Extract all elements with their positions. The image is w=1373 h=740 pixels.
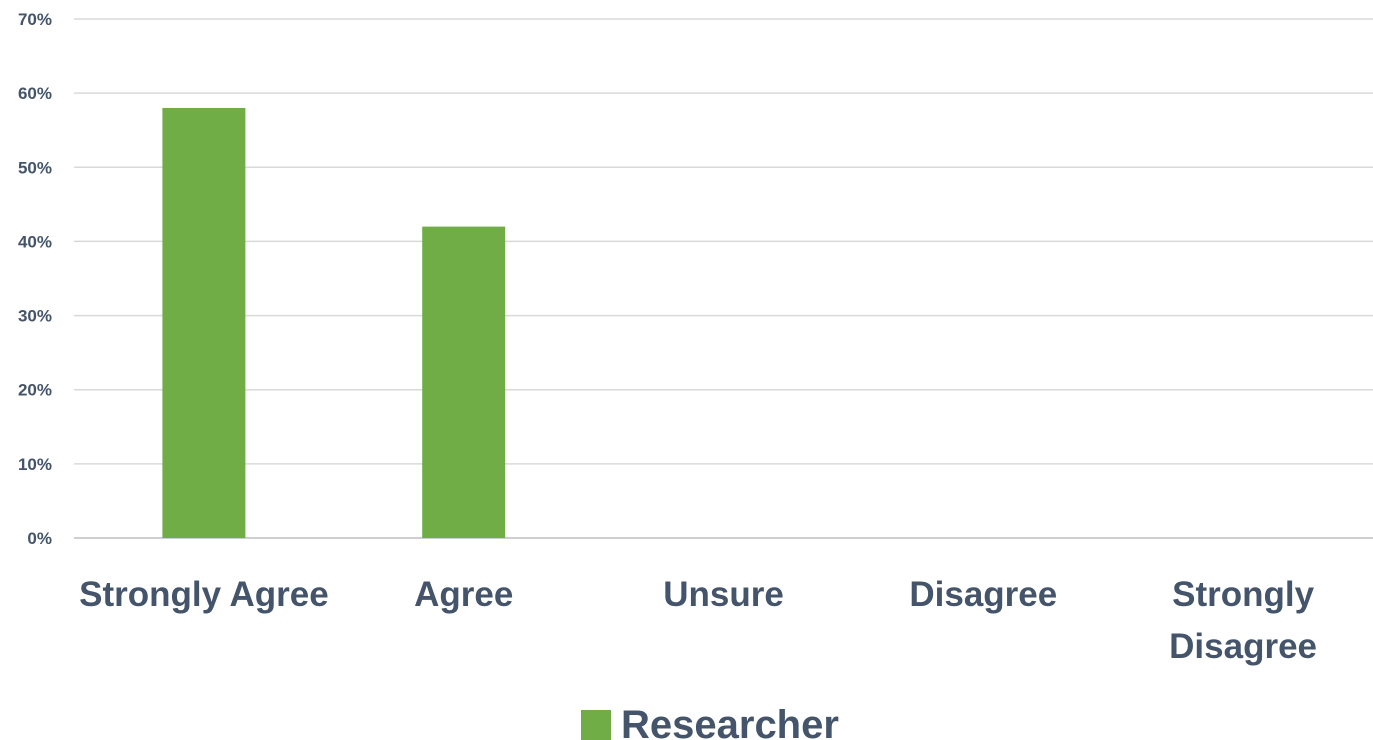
y-tick-label: 40% [18,232,52,251]
bar [162,107,246,538]
y-tick-label: 10% [18,455,52,474]
x-category-label: Strongly Disagree [1169,575,1317,666]
bar [422,226,506,538]
y-tick-label: 50% [18,158,52,177]
y-tick-label: 60% [18,84,52,103]
x-category-label-line: Strongly Agree [79,575,329,614]
y-tick-label: 70% [18,10,52,29]
x-category-label: Unsure [663,575,784,614]
y-tick-label: 30% [18,307,52,326]
x-category-label-line: Disagree [909,575,1057,614]
y-axis-tick-labels: 0% 10% 20% 30% 40% 50% 60% 70% [18,10,52,548]
x-axis-category-labels: Strongly Agree Agree Unsure Disagree Strongl… [79,575,1317,666]
x-category-label: Disagree [909,575,1057,614]
x-category-label-line: Agree [414,575,513,614]
x-category-label-line: Disagree [1169,627,1317,666]
legend-label-researcher: Researcher [621,703,839,740]
legend: Researcher [581,703,839,740]
bars [162,107,506,538]
x-category-label: Strongly Agree [79,575,329,614]
x-category-label: Agree [414,575,513,614]
legend-swatch-researcher [581,710,611,740]
x-category-label-line: Strongly [1172,575,1314,614]
y-tick-label: 0% [27,529,52,548]
y-tick-label: 20% [18,381,52,400]
gridlines [74,18,1373,539]
x-category-label-line: Unsure [663,575,784,614]
